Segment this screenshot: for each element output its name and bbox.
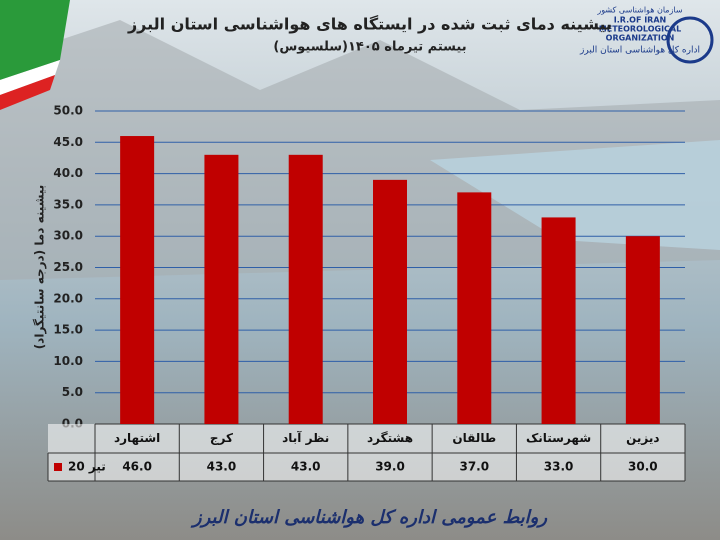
logo-icon [666,16,714,64]
flag-white [0,60,60,95]
flag-red [0,75,55,110]
y-tick-label: 20.0 [53,291,83,305]
bar [541,217,576,424]
bar [625,236,660,424]
x-tick-label: هشتگرد [367,431,413,445]
table-value: 43.0 [291,460,321,474]
bar [120,136,155,425]
bar [457,192,492,424]
y-tick-label: 30.0 [53,229,83,243]
y-tick-label: 5.0 [62,385,83,399]
table-value: 43.0 [207,460,237,474]
table-value: 30.0 [628,460,658,474]
x-tick-label: طالقان [452,431,496,445]
y-axis-label: بیشینه دما (درجه سانتیگراد) [33,185,47,350]
bar [288,154,323,424]
flag-green [0,0,70,80]
logo-org-en: ORGANIZATION [606,34,675,43]
logo-org-fa: سازمان هواشناسی کشور [596,6,682,15]
x-tick-label: کرج [210,431,233,445]
y-tick-label: 35.0 [53,197,83,211]
y-tick-label: 15.0 [53,323,83,337]
bar [204,154,239,424]
legend-label: 20 تیر [68,460,106,474]
chart-subtitle: بیستم تیرماه ۱۴۰۵(سلسیوس) [273,40,466,55]
logo-org-en: I.R.OF IRAN [614,16,666,25]
x-tick-label: شهرستانک [526,431,591,445]
y-tick-label: 10.0 [53,354,83,368]
chart-title: بیشینه دمای ثبت شده در ایستگاه های هواشن… [127,15,612,34]
footer: روابط عمومی اداره کل هواشناسی استان البر… [190,507,547,528]
y-tick-label: 45.0 [53,135,83,149]
logo-org-en: METEOROLOGICAL [599,25,681,34]
lake [430,140,720,250]
x-tick-label: نظر آباد [282,430,329,445]
table-value: 33.0 [544,460,574,474]
bar [373,179,407,424]
table-value: 39.0 [375,460,405,474]
y-tick-label: 25.0 [53,260,83,274]
y-tick-label: 50.0 [53,104,83,118]
x-tick-label: دیزین [626,431,659,445]
logo-office: اداره کل هواشناسی استان البرز [579,46,700,56]
table-value: 46.0 [122,460,152,474]
table-value: 37.0 [459,460,489,474]
y-tick-label: 40.0 [53,166,83,180]
legend-swatch [54,463,62,471]
x-tick-label: اشتهارد [114,431,160,445]
